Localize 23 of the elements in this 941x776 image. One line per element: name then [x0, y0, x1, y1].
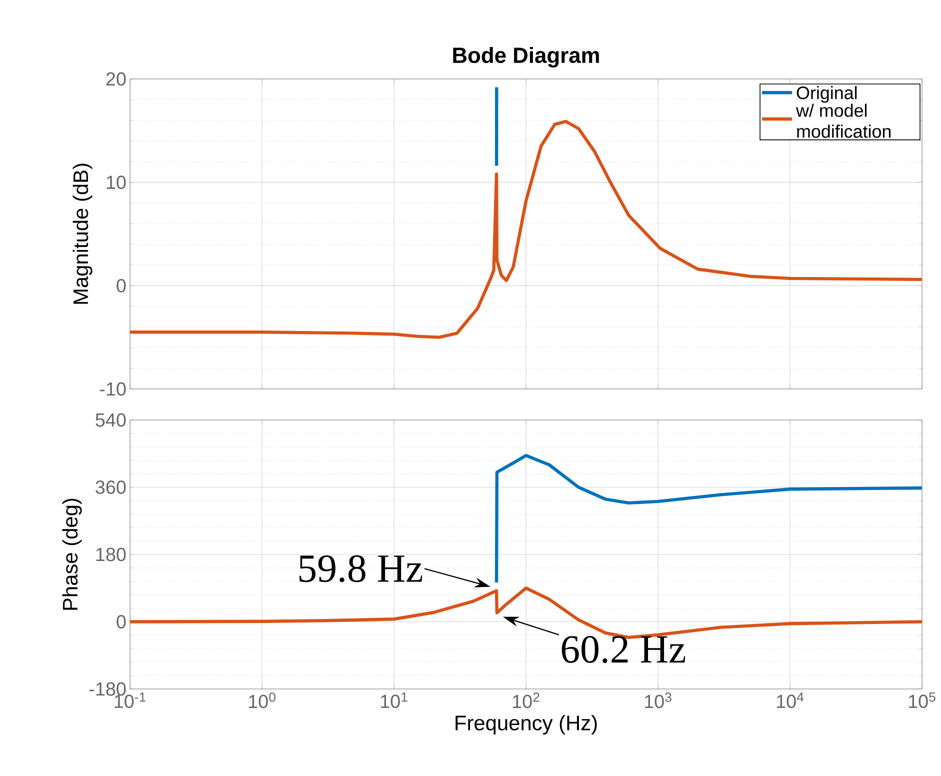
y-axis-title: Phase (deg) — [62, 498, 82, 610]
y-tick-label: 180 — [96, 548, 126, 562]
y-tick-label: -180 — [89, 682, 126, 696]
x-tick-label: 10$^{3}$ — [644, 692, 672, 708]
x-tick-label: 10$^{1}$ — [380, 692, 408, 708]
y-tick-label: 360 — [96, 480, 126, 494]
y-tick-label: 20 — [106, 72, 126, 86]
legend-label: Original — [796, 86, 857, 103]
x-tick-label: 10$^{0}$ — [248, 692, 276, 708]
x-axis-title: Frequency (Hz) — [456, 715, 597, 735]
x-tick-label: 10$^{5}$ — [908, 692, 936, 708]
y-axis-title: Magnitude (dB) — [72, 164, 92, 304]
annotation: 60.2 Hz — [562, 636, 686, 664]
legend-label: w/ model modification — [796, 104, 891, 138]
x-tick-label: 10$^{4}$ — [776, 692, 804, 708]
x-tick-label: 10$^{2}$ — [512, 692, 540, 708]
y-tick-label: 540 — [96, 413, 126, 427]
y-tick-label: 0 — [116, 615, 126, 628]
y-tick-label: -10 — [100, 382, 126, 396]
y-tick-label: 0 — [116, 278, 126, 292]
chart-title: Bode Diagram — [453, 46, 599, 68]
y-tick-label: 10 — [106, 176, 126, 190]
annotation: 59.8 Hz — [299, 555, 422, 582]
